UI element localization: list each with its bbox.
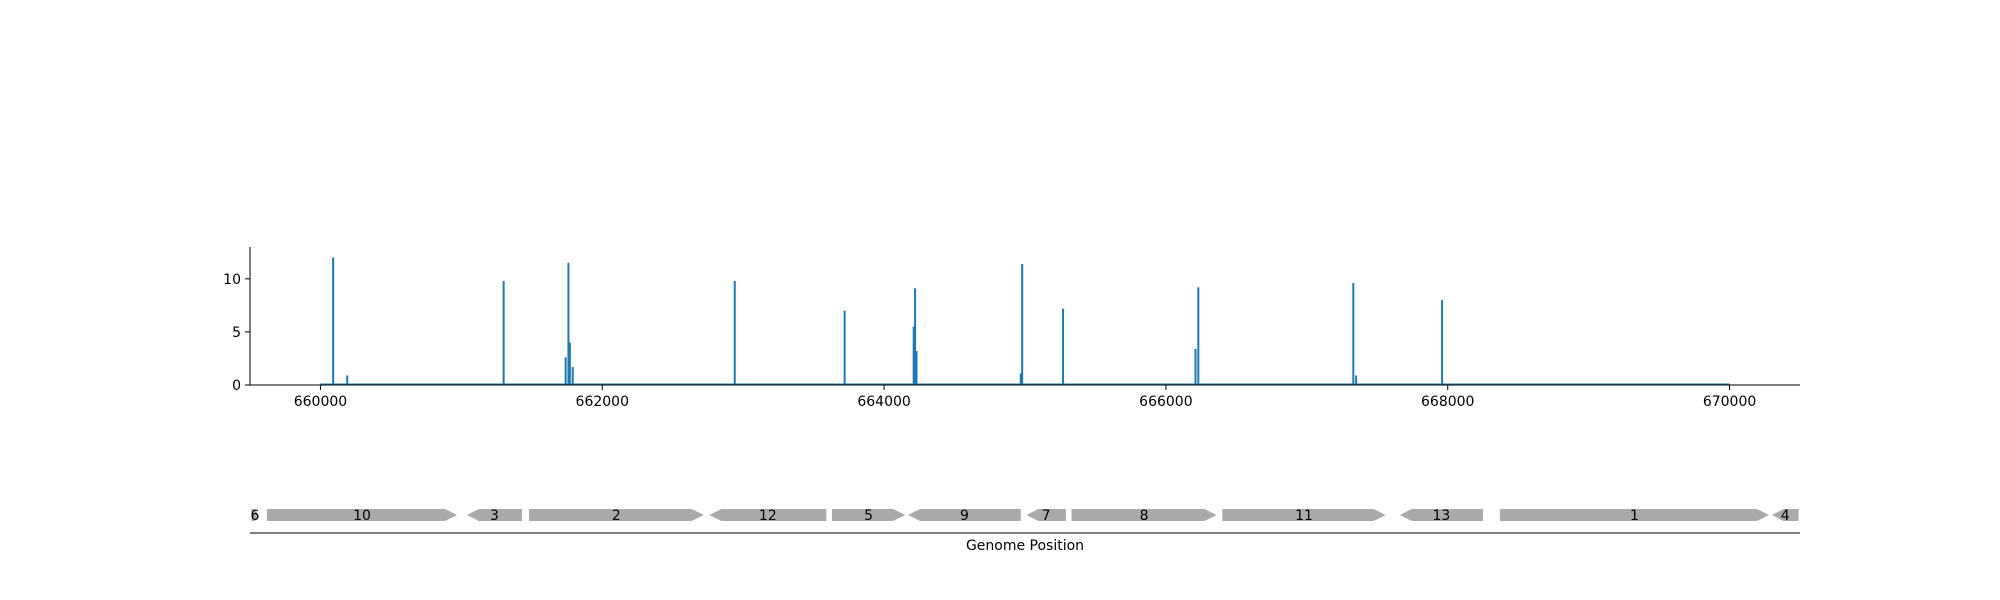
gene-arrow	[467, 509, 522, 521]
gene-arrow	[1071, 509, 1217, 521]
gene-label: 12	[759, 508, 777, 524]
gene-label: 1	[1630, 508, 1639, 524]
gene-arrow	[266, 509, 458, 521]
x-tick-label: 666000	[1139, 394, 1192, 410]
gene-label: 9	[960, 508, 969, 524]
gene-arrow	[251, 509, 259, 521]
y-tick-label: 0	[232, 378, 241, 394]
y-tick-label: 5	[232, 325, 241, 341]
gene-arrow	[1222, 509, 1386, 521]
x-axis-ticks: 660000 662000 664000 666000 668000 670000	[294, 385, 1756, 410]
gene-label: 11	[1295, 508, 1313, 524]
gene-arrow	[1026, 509, 1066, 521]
x-tick-label: 668000	[1421, 394, 1474, 410]
gene-label: 3	[490, 508, 499, 524]
gene-label: 6	[250, 508, 259, 524]
y-axis-ticks: 0 5 10	[223, 272, 250, 394]
gene-label: 4	[1781, 508, 1790, 524]
gene-arrow	[908, 509, 1021, 521]
gene-arrows: 6 10 3 2 12 5 9 7 8 11 13 1 4	[250, 508, 1799, 524]
x-tick-label: 664000	[857, 394, 910, 410]
signal-plot: 0 5 10 660000 662000 664000 666000 668000 67000…	[223, 247, 1800, 410]
gene-label: 7	[1042, 508, 1051, 524]
signal-peaks	[332, 257, 1444, 385]
gene-arrow	[529, 509, 704, 521]
gene-arrow	[1399, 509, 1483, 521]
x-tick-label: 662000	[576, 394, 629, 410]
x-tick-label: 670000	[1703, 394, 1756, 410]
gene-label: 8	[1140, 508, 1149, 524]
gene-arrow	[831, 509, 906, 521]
x-tick-label: 660000	[294, 394, 347, 410]
y-tick-label: 10	[223, 272, 241, 288]
gene-arrow	[1771, 509, 1799, 521]
gene-label: 13	[1432, 508, 1450, 524]
gene-arrow	[709, 509, 827, 521]
x-axis-label: Genome Position	[966, 538, 1084, 554]
gene-label: 2	[612, 508, 621, 524]
gene-arrow	[1499, 509, 1769, 521]
gene-label: 10	[353, 508, 371, 524]
gene-track: 6 10 3 2 12 5 9 7 8 11 13 1 4 Genome Position	[250, 508, 1800, 554]
gene-label: 5	[864, 508, 873, 524]
